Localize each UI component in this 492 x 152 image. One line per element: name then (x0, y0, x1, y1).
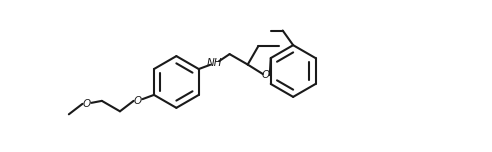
Text: O: O (134, 96, 142, 106)
Text: NH: NH (207, 58, 222, 68)
Text: O: O (262, 70, 270, 80)
Text: O: O (83, 99, 91, 109)
